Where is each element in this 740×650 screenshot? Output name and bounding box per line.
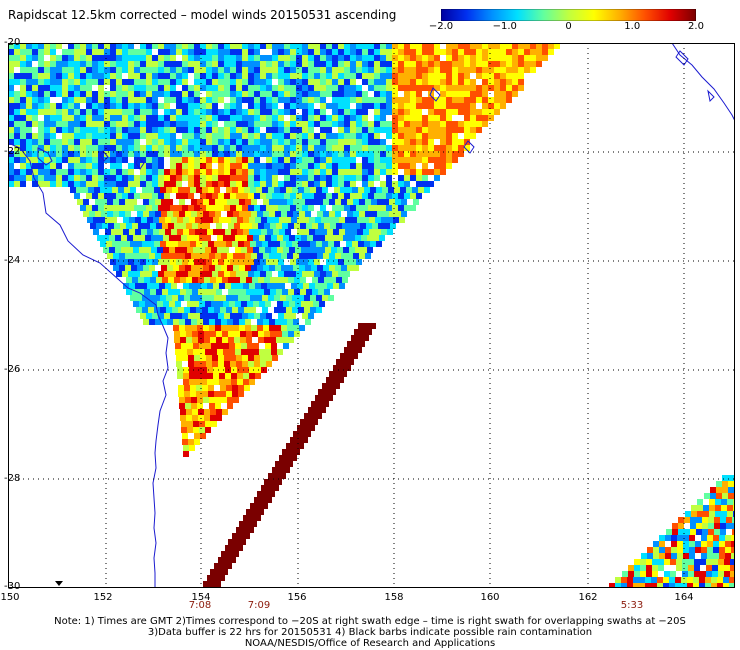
swath-time: 5:33 [620, 600, 644, 611]
colorbar-tick-label: −2.0 [428, 21, 454, 32]
lat-label: -22 [4, 146, 21, 157]
colorbar [441, 9, 696, 21]
lat-label: -30 [4, 581, 21, 592]
note-line: NOAA/NESDIS/Office of Research and Appli… [244, 638, 496, 649]
note-line: Note: 1) Times are GMT 2)Times correspon… [54, 616, 686, 627]
new-caledonia-coastline [671, 43, 735, 122]
island-coastline [429, 87, 441, 102]
coastline [8, 43, 735, 588]
note-line: 3)Data buffer is 22 hrs for 20150531 4) … [147, 627, 593, 638]
lon-label: 154 [191, 592, 211, 603]
wind-data-cells [8, 43, 735, 588]
lon-label: 162 [578, 592, 598, 603]
map-title: Rapidscat 12.5km corrected – model winds… [8, 8, 397, 22]
colorbar-tick-label: 0 [565, 21, 572, 32]
wind-barb-marker [55, 581, 63, 586]
lon-label: 158 [384, 592, 404, 603]
lon-label: 152 [93, 592, 113, 603]
lat-label: -20 [4, 37, 21, 48]
lat-label: -26 [4, 364, 21, 375]
colorbar-tick-label: 1.0 [624, 21, 641, 32]
lon-label: 150 [0, 592, 20, 603]
lon-label: 160 [480, 592, 500, 603]
swath-time: 7:09 [247, 600, 271, 611]
lon-label: 156 [287, 592, 307, 603]
swath-time: 7:08 [188, 600, 212, 611]
colorbar-tick-label: 2.0 [688, 21, 704, 32]
lat-label: -28 [4, 473, 21, 484]
footnotes: Note: 1) Times are GMT 2)Times correspon… [0, 616, 740, 649]
lat-label: -24 [4, 255, 21, 266]
island-coastline [99, 150, 109, 162]
plot-frame [8, 43, 735, 588]
lon-label: 164 [674, 592, 694, 603]
island-coastline [135, 157, 145, 170]
australia-coastline [8, 142, 169, 588]
colorbar-tick-label: −1.0 [492, 21, 517, 32]
island-coastline [37, 147, 53, 166]
lat-lon-grid [8, 43, 735, 588]
island-coastline [463, 140, 475, 154]
wind-difference-map [8, 43, 735, 588]
